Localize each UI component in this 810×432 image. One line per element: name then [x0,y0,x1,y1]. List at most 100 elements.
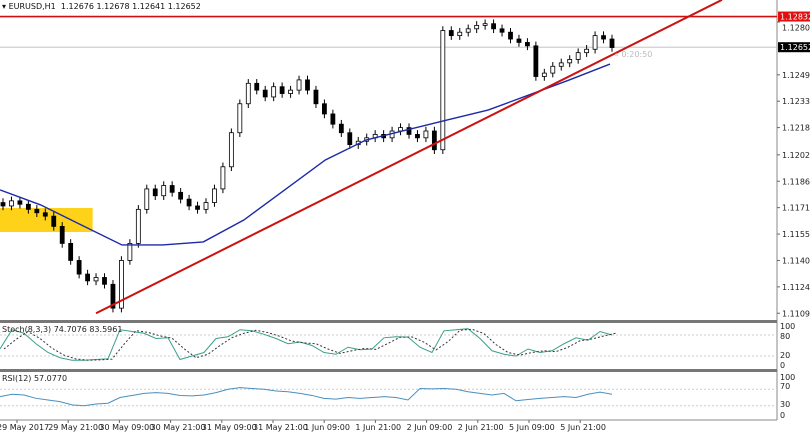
candle [296,79,302,91]
candle [347,132,353,146]
time-label: 29 May 2017 [0,423,49,432]
candle [279,86,285,94]
candle [228,132,234,168]
candle [102,277,107,285]
candle [212,188,217,203]
candle [322,103,327,115]
candle [127,243,133,261]
candle [220,166,226,190]
stoch-label: Stoch(8,3,3) 74.7076 83.5961 [2,325,122,334]
time-label: 31 May 21:00 [253,423,308,432]
candle [406,127,412,135]
rsi-label: RSI(12) 57.0770 [2,374,67,383]
pane-divider [0,320,777,323]
candle [584,48,590,54]
candle [448,30,454,37]
candle [330,113,336,125]
candle [161,185,167,197]
time-label: 30 May 09:00 [99,423,154,432]
support-zone [0,207,93,233]
candle [567,59,573,64]
candle [85,273,90,282]
candle [482,23,488,26]
rsi-level-label: 100 [780,373,795,382]
candle [119,260,124,309]
candle [525,42,530,47]
price-tick-label: 1.11555 [782,230,810,239]
candle [0,202,6,207]
candle [338,123,344,134]
candle [271,86,277,98]
candle [186,198,192,207]
price-tick-label: 1.11710 [782,204,810,213]
candle [415,134,420,139]
candle [144,188,150,210]
candle [135,208,141,244]
candle [440,30,446,151]
pane-divider [0,369,777,372]
candle [254,82,260,91]
stoch-level-label: 20 [780,351,790,360]
candle [169,185,175,193]
time-label: 29 May 21:00 [48,423,103,432]
candle [575,52,581,60]
time-label: 30 May 21:00 [151,423,206,432]
rsi-level-label: 0 [780,411,785,420]
candle [457,31,463,37]
candle [9,200,14,207]
dropdown-triangle-icon[interactable]: ▾ [2,2,7,11]
candle [51,215,57,227]
price-tick-label: 1.11245 [782,283,810,292]
candle [313,89,319,105]
candle [152,188,158,197]
resistance-price-label: 1.12832 [780,13,810,22]
candle [34,208,40,214]
time-label: 2 Jun 09:00 [407,423,453,432]
current-price-label: 1.12652 [780,43,810,52]
candle [533,45,539,77]
current-price-tag [778,42,810,53]
time-label: 1 Jun 09:00 [304,423,350,432]
candle [42,212,48,217]
price-tick-label: 1.11400 [782,256,810,265]
candle [423,130,429,139]
candle [195,205,200,210]
candle [431,130,437,151]
price-tick-label: 1.12800 [782,24,810,33]
price-tick-label: 1.12335 [782,97,810,106]
time-label: 1 Jun 21:00 [355,423,401,432]
resistance-price-tag [778,11,810,22]
price-tick-label: 1.11090 [782,309,810,318]
candle [609,38,615,48]
candle [76,260,82,275]
price-tick-label: 1.12180 [782,124,810,133]
time-label: 31 May 09:00 [202,423,257,432]
price-tick-label: 1.11865 [782,177,810,186]
candle [541,72,547,77]
time-label: 5 Jun 09:00 [509,423,555,432]
price-tick-label: 1.12020 [782,151,810,160]
candle [592,35,598,50]
candle [508,31,513,40]
candle [178,191,184,200]
candle [465,28,471,33]
price-tick-label: 1.12490 [782,71,810,80]
candle [93,277,99,282]
candle [550,65,556,74]
stoch-level-label: 100 [780,322,795,331]
candle [245,82,251,105]
candle [262,89,268,98]
candle [25,203,31,210]
rsi-line [0,387,613,407]
candle [558,62,564,67]
support-trendline [95,0,723,315]
candle [305,79,310,91]
candle [110,283,116,309]
candle [203,202,209,210]
stoch-level-label: 0 [780,361,785,370]
candle [59,225,65,244]
rsi-level-label: 30 [780,400,790,409]
candle [499,28,505,33]
symbol-label: EURUSD,H1 [8,2,56,11]
